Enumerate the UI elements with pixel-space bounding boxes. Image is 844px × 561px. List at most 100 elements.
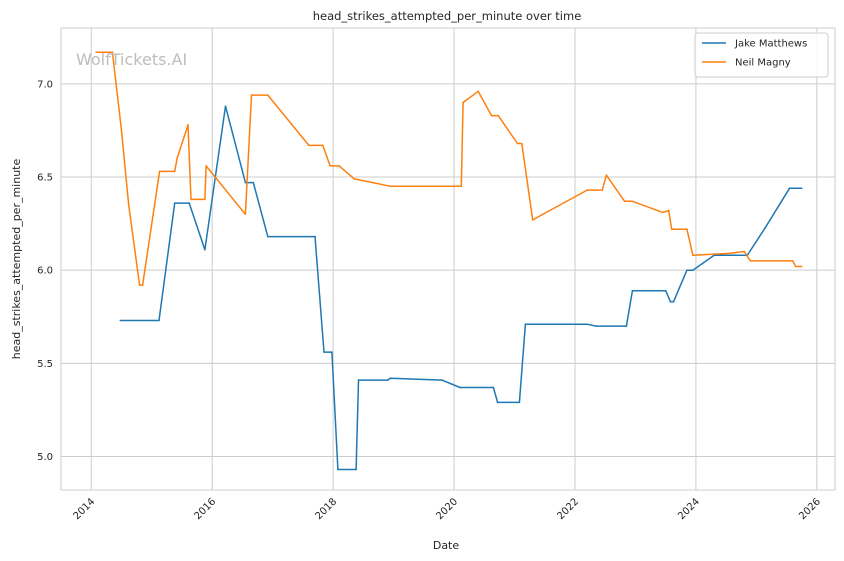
data-point <box>158 319 160 322</box>
data-point <box>496 401 499 404</box>
data-point <box>477 90 480 93</box>
data-point <box>667 209 670 212</box>
data-point <box>492 386 495 389</box>
data-point <box>323 351 325 353</box>
data-point <box>353 178 356 180</box>
data-point <box>623 200 626 203</box>
data-point <box>329 165 331 167</box>
data-point <box>205 165 207 167</box>
data-point <box>459 386 461 389</box>
chart-title: head_strikes_attempted_per_minute over t… <box>313 9 582 23</box>
data-point <box>800 187 803 189</box>
data-point <box>497 114 500 117</box>
data-point <box>188 202 190 204</box>
data-point <box>267 94 269 96</box>
data-point <box>187 124 189 126</box>
y-tick-label: 7.0 <box>37 79 53 90</box>
data-point <box>138 284 141 286</box>
legend: Jake Matthews Neil Magny <box>694 32 829 78</box>
data-point <box>386 379 389 381</box>
y-tick-label: 6.5 <box>37 173 53 184</box>
data-point <box>692 254 694 257</box>
data-point <box>595 325 597 327</box>
data-point <box>119 319 122 322</box>
data-point <box>250 94 253 96</box>
data-point <box>337 468 339 471</box>
data-point <box>441 379 443 381</box>
data-point <box>204 248 206 251</box>
data-point <box>664 289 667 292</box>
x-tick-label: 2024 <box>676 496 702 522</box>
data-point <box>800 265 803 268</box>
y-axis-label: head_strikes_attempted_per_minute <box>10 159 23 360</box>
data-point <box>176 157 178 160</box>
x-tick-label: 2016 <box>193 496 219 522</box>
data-point <box>267 235 269 238</box>
data-point <box>764 226 767 229</box>
data-point <box>252 181 255 184</box>
x-tick-label: 2022 <box>555 496 581 522</box>
data-point <box>524 323 527 326</box>
data-point <box>531 219 534 221</box>
data-point <box>521 142 523 145</box>
data-point <box>244 213 247 216</box>
data-point <box>661 211 664 214</box>
data-point <box>111 51 114 53</box>
watermark: WolfTickets.AI <box>76 50 187 69</box>
data-point <box>204 198 206 201</box>
legend-label: Jake Matthews <box>734 39 807 50</box>
data-point <box>141 284 144 286</box>
x-tick-label: 2026 <box>797 496 823 522</box>
data-point <box>314 235 316 238</box>
data-point <box>740 254 743 257</box>
data-point <box>605 174 608 176</box>
data-point <box>686 269 688 272</box>
data-point <box>794 265 797 268</box>
data-point <box>625 325 628 327</box>
data-point <box>120 129 123 132</box>
data-point <box>686 228 688 230</box>
data-point <box>389 377 392 380</box>
x-tick-label: 2014 <box>72 496 98 522</box>
plot-area <box>60 27 836 491</box>
data-point <box>224 105 227 107</box>
data-point <box>788 187 791 189</box>
data-point <box>460 185 463 188</box>
y-tick-label: 5.5 <box>37 359 53 370</box>
data-point <box>631 289 634 292</box>
series-layer <box>95 51 803 471</box>
data-point <box>749 260 752 262</box>
data-point <box>244 181 247 184</box>
data-point <box>669 301 672 303</box>
x-axis-label: Date <box>433 539 460 552</box>
data-point <box>490 114 493 117</box>
data-point <box>586 323 588 326</box>
y-axis-ticks: 5.0 5.5 6.0 6.5 7.0 <box>37 79 53 463</box>
y-tick-label: 5.0 <box>37 452 53 463</box>
data-point <box>743 250 746 253</box>
data-point <box>355 468 357 471</box>
x-tick-label: 2020 <box>434 496 460 522</box>
data-point <box>631 200 634 203</box>
data-point <box>331 351 333 353</box>
legend-label: Neil Magny <box>735 58 791 69</box>
data-point <box>173 170 176 173</box>
data-point <box>127 204 130 206</box>
data-point <box>462 101 464 104</box>
data-point <box>389 185 392 188</box>
data-point <box>322 144 324 147</box>
series-line-neil-magny <box>96 51 802 286</box>
data-point <box>158 170 161 173</box>
data-point <box>516 142 519 145</box>
data-point <box>338 165 341 167</box>
data-point <box>692 269 694 272</box>
data-point <box>791 260 794 262</box>
data-point <box>190 198 192 201</box>
data-point <box>601 189 603 191</box>
x-axis-ticks: 2014 2016 2018 2020 2022 2024 2026 <box>72 496 823 522</box>
data-point <box>518 401 521 404</box>
data-point <box>672 301 675 303</box>
y-tick-label: 6.0 <box>37 266 53 277</box>
legend-box <box>694 32 829 78</box>
